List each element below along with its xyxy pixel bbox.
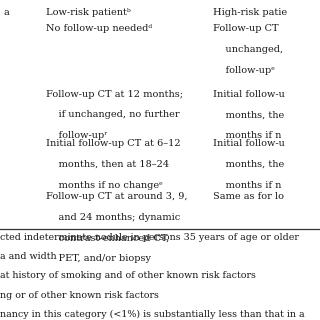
Text: and 24 months; dynamic: and 24 months; dynamic: [46, 213, 181, 222]
Text: follow-upᵉ: follow-upᵉ: [213, 66, 275, 75]
Text: months if no changeᵉ: months if no changeᵉ: [46, 181, 163, 190]
Text: months if n: months if n: [213, 131, 281, 140]
Text: a and width: a and width: [0, 252, 57, 261]
Text: No follow-up neededᵈ: No follow-up neededᵈ: [46, 24, 153, 33]
Text: Initial follow-up CT at 6–12: Initial follow-up CT at 6–12: [46, 139, 181, 148]
Text: ng or of other known risk factors: ng or of other known risk factors: [0, 291, 159, 300]
Text: Initial follow-u: Initial follow-u: [213, 139, 285, 148]
Text: follow-upʳ: follow-upʳ: [46, 131, 108, 140]
Text: Same as for lo: Same as for lo: [213, 192, 284, 201]
Text: Follow-up CT at around 3, 9,: Follow-up CT at around 3, 9,: [46, 192, 188, 201]
Text: nancy in this category (<1%) is substantially less than that in a: nancy in this category (<1%) is substant…: [0, 310, 305, 319]
Text: months, the: months, the: [213, 110, 284, 119]
Text: Follow-up CT at 12 months;: Follow-up CT at 12 months;: [46, 90, 183, 99]
Text: a: a: [3, 8, 9, 17]
Text: Follow-up CT: Follow-up CT: [213, 24, 278, 33]
Text: unchanged,: unchanged,: [213, 45, 283, 54]
Text: cted indeterminate nodule in persons 35 years of age or older: cted indeterminate nodule in persons 35 …: [0, 233, 299, 242]
Text: if unchanged, no further: if unchanged, no further: [46, 110, 180, 119]
Text: Low-risk patientᵇ: Low-risk patientᵇ: [46, 8, 131, 17]
Text: months if n: months if n: [213, 181, 281, 190]
Text: PET, and/or biopsy: PET, and/or biopsy: [46, 254, 151, 263]
Text: months, the: months, the: [213, 160, 284, 169]
Text: contrast-enhanced CT,: contrast-enhanced CT,: [46, 234, 170, 243]
Text: Initial follow-u: Initial follow-u: [213, 90, 285, 99]
Text: at history of smoking and of other known risk factors: at history of smoking and of other known…: [0, 271, 256, 280]
Text: months, then at 18–24: months, then at 18–24: [46, 160, 170, 169]
Text: High-risk patie: High-risk patie: [213, 8, 287, 17]
